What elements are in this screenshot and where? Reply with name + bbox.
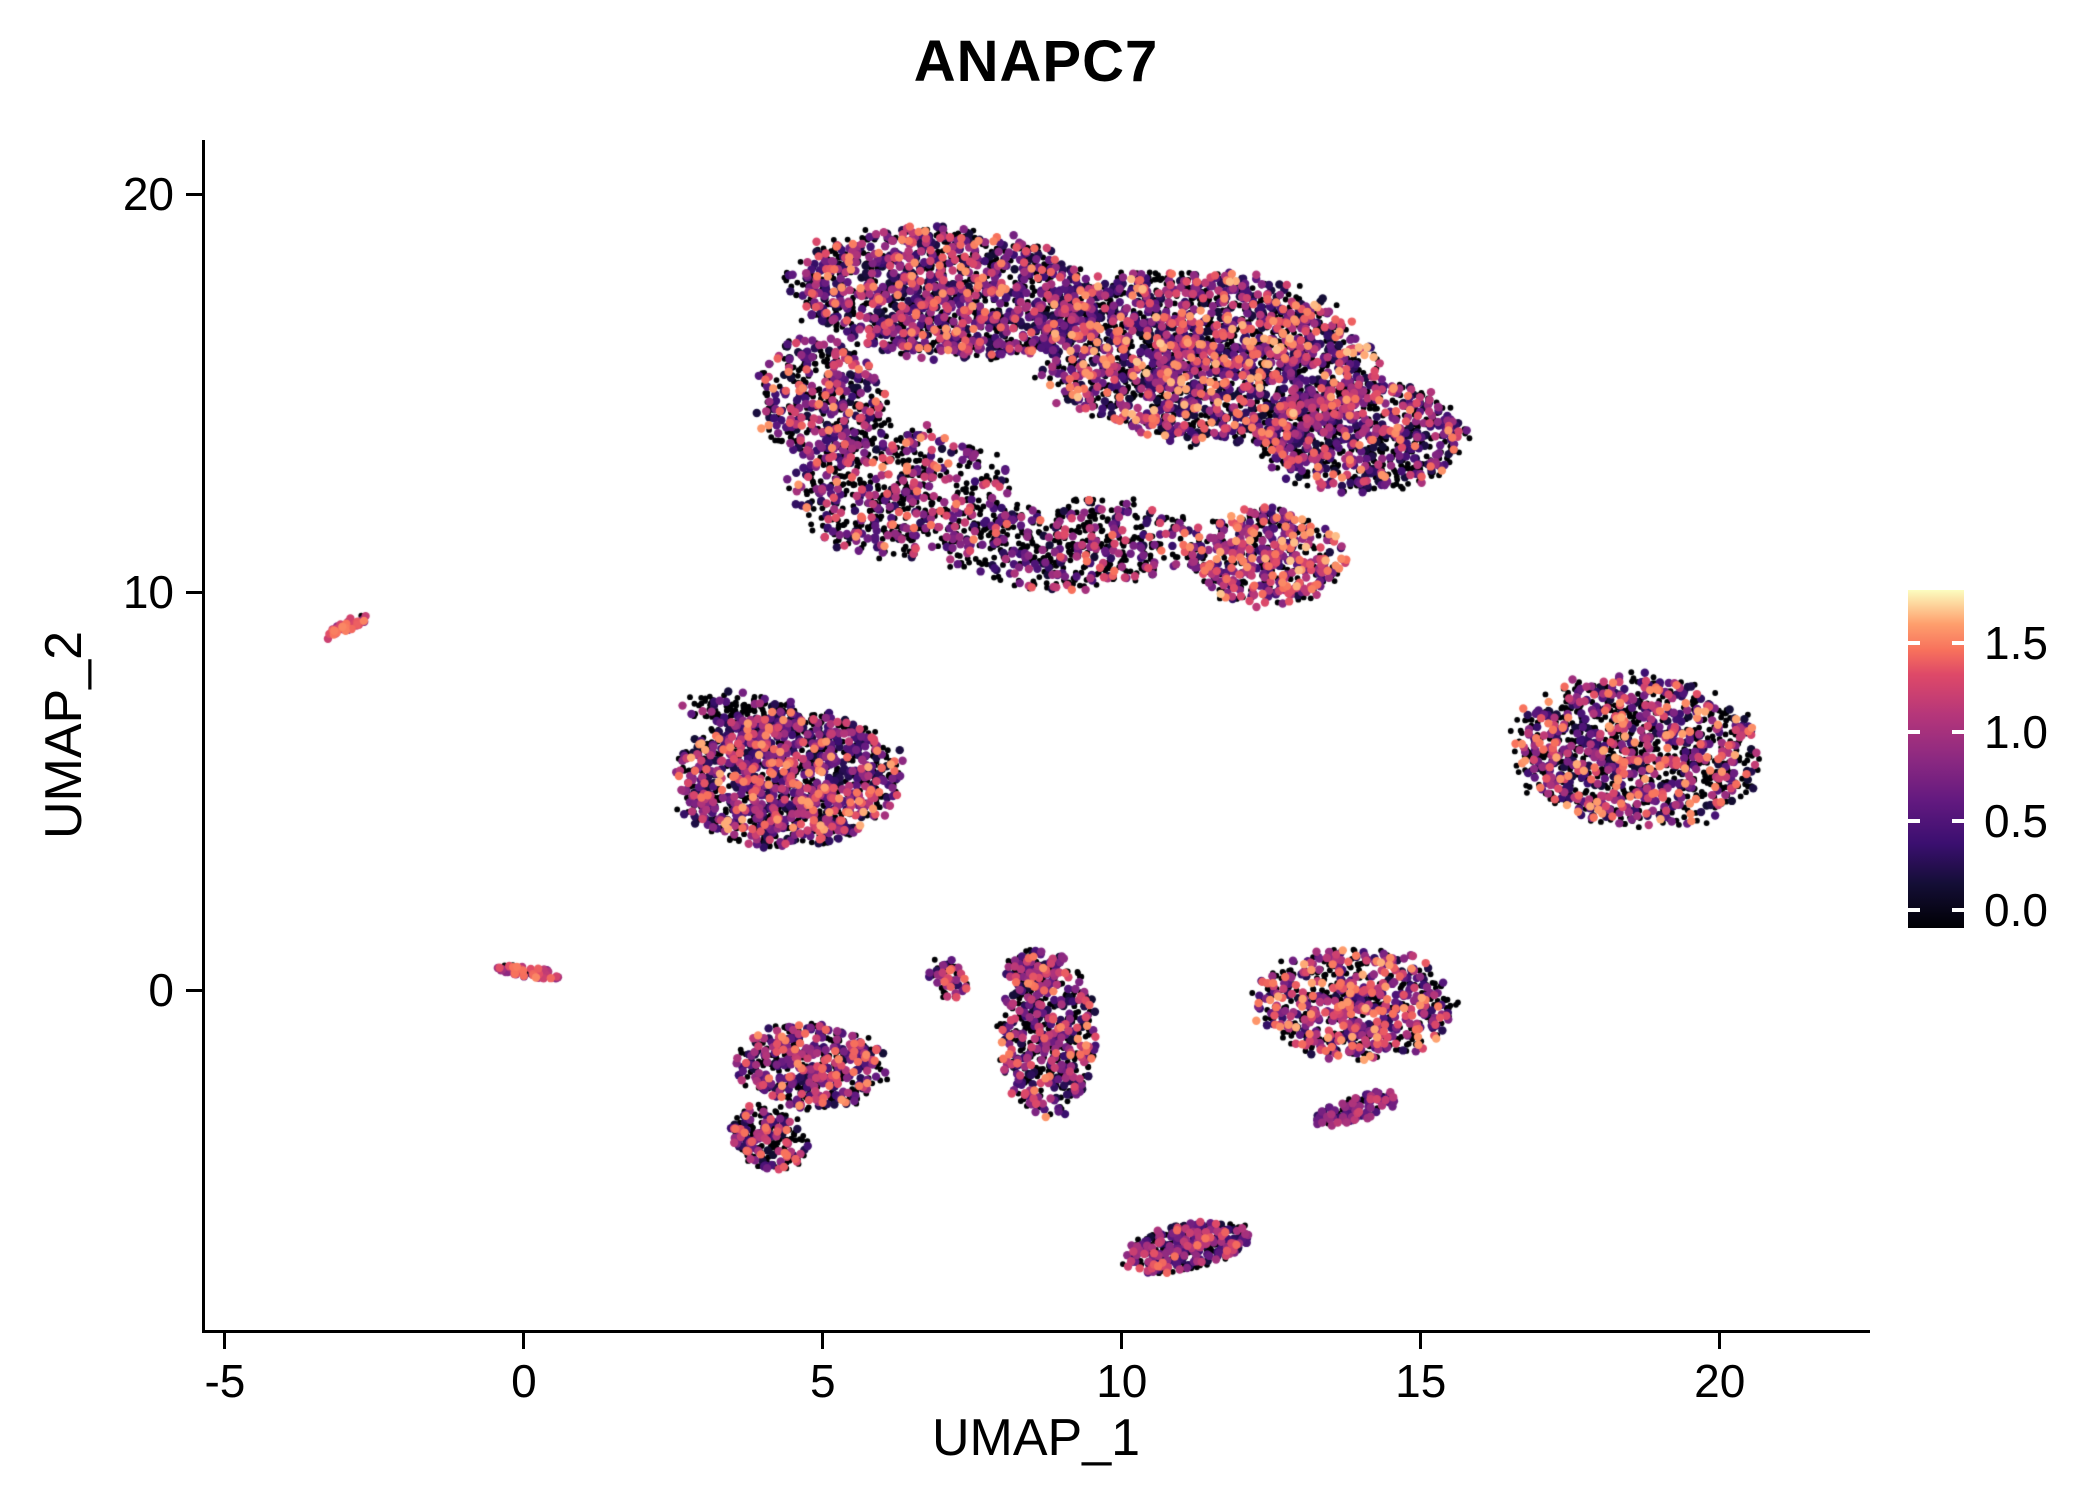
x-tick-mark bbox=[821, 1333, 825, 1349]
x-tick-label: -5 bbox=[204, 1355, 246, 1407]
x-tick-label: 10 bbox=[1096, 1355, 1148, 1407]
x-tick-label: 15 bbox=[1395, 1355, 1447, 1407]
colorbar-tick-mark bbox=[1952, 641, 1964, 646]
x-tick-mark bbox=[522, 1333, 526, 1349]
colorbar: 1.5 1.0 0.5 0.0 bbox=[1908, 590, 2048, 936]
x-tick-mark bbox=[223, 1333, 227, 1349]
x-tick-label: 0 bbox=[511, 1355, 537, 1407]
colorbar-tick-label: 0.0 bbox=[1984, 884, 2048, 937]
y-axis-line bbox=[202, 140, 205, 1333]
colorbar-tick-mark bbox=[1952, 819, 1964, 824]
x-tick-label: 20 bbox=[1694, 1355, 1746, 1407]
colorbar-gradient bbox=[1908, 590, 1964, 928]
colorbar-tick-label: 1.0 bbox=[1984, 706, 2048, 759]
colorbar-tick-mark bbox=[1908, 819, 1920, 824]
x-tick-mark bbox=[1718, 1333, 1722, 1349]
colorbar-tick-mark bbox=[1908, 908, 1920, 913]
x-tick-mark bbox=[1120, 1333, 1124, 1349]
y-tick-label: 0 bbox=[148, 964, 174, 1017]
x-tick-mark bbox=[1419, 1333, 1423, 1349]
colorbar-tick-mark bbox=[1908, 730, 1920, 735]
y-axis-label: UMAP_2 bbox=[35, 630, 93, 840]
y-tick-mark bbox=[186, 590, 202, 594]
y-tick-label: 20 bbox=[122, 168, 174, 221]
colorbar-tick-label: 0.5 bbox=[1984, 795, 2048, 848]
colorbar-tick-mark bbox=[1952, 908, 1964, 913]
y-tick-mark bbox=[186, 192, 202, 196]
colorbar-tick-mark bbox=[1952, 730, 1964, 735]
y-tick-label: 10 bbox=[122, 566, 174, 619]
colorbar-tick-mark bbox=[1908, 641, 1920, 646]
x-axis-label: UMAP_1 bbox=[931, 1409, 1141, 1467]
x-tick-label: 5 bbox=[810, 1355, 836, 1407]
y-tick-mark bbox=[186, 988, 202, 992]
x-axis-line bbox=[202, 1330, 1870, 1333]
colorbar-tick-label: 1.5 bbox=[1984, 617, 2048, 670]
